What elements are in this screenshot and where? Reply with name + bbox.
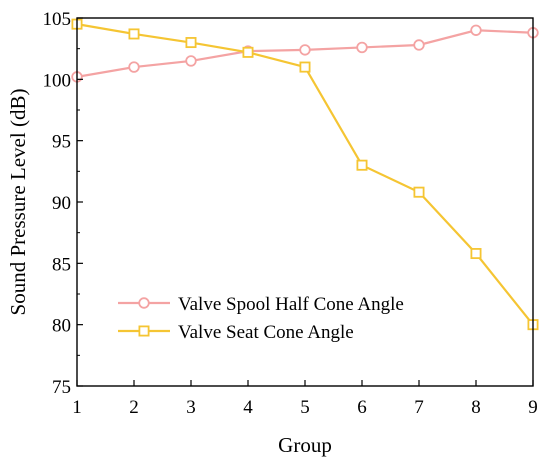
data-point [185,55,197,67]
x-tick-label: 7 [414,397,424,418]
tick-layer: 1 2 3 4 5 6 7 8 9 75 80 85 90 95 100 105 [43,9,538,418]
data-point [470,248,482,260]
y-tick-label: 105 [43,9,72,30]
x-tick-label: 6 [357,397,367,418]
x-axis-title: Group [278,433,332,457]
series-layer [71,18,539,331]
x-tick-label: 9 [528,397,538,418]
x-tick-label: 5 [300,397,310,418]
data-point [128,28,140,40]
y-tick-label: 90 [52,193,71,214]
y-axis-title: Sound Pressure Level (dB) [6,89,30,316]
legend: Valve Spool Half Cone Angle Valve Seat Co… [118,294,404,343]
x-tick-label: 4 [243,397,253,418]
x-tick-label: 2 [129,397,139,418]
data-point [413,186,425,198]
data-point [185,37,197,49]
data-point [299,61,311,73]
legend-marker [138,297,150,309]
data-point [299,44,311,56]
data-point [356,159,368,171]
y-tick-label: 75 [52,377,71,398]
legend-entry: Valve Seat Cone Angle [118,322,354,343]
legend-marker [138,325,150,337]
legend-entry: Valve Spool Half Cone Angle [118,294,404,315]
y-tick-label: 100 [43,70,72,91]
y-tick-label: 95 [52,132,71,153]
data-point [242,46,254,58]
data-point [356,41,368,54]
series-1 [71,24,539,83]
data-point [470,24,482,36]
x-tick-label: 3 [186,397,196,418]
legend-label: Valve Seat Cone Angle [178,322,354,343]
x-tick-label: 1 [72,397,82,418]
legend-label: Valve Spool Half Cone Angle [178,294,404,315]
data-point [128,61,140,73]
data-point [413,39,425,51]
y-tick-label: 80 [52,316,71,337]
x-tick-label: 8 [471,397,481,418]
y-tick-label: 85 [52,254,71,275]
